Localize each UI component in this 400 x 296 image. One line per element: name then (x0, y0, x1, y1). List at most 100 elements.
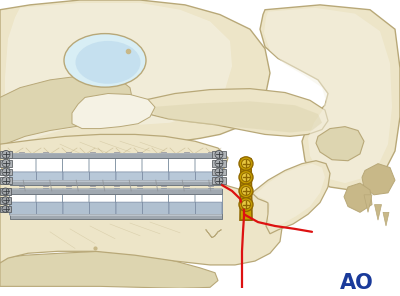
Bar (10, 153, 222, 158)
FancyBboxPatch shape (10, 172, 36, 184)
FancyBboxPatch shape (142, 155, 170, 184)
FancyBboxPatch shape (62, 189, 90, 215)
Bar (184, 152, 189, 186)
Bar (90, 188, 95, 219)
FancyBboxPatch shape (10, 202, 36, 215)
Circle shape (239, 170, 253, 184)
Circle shape (2, 205, 9, 212)
Bar (161, 188, 166, 219)
FancyBboxPatch shape (90, 202, 116, 215)
Circle shape (2, 197, 9, 204)
Circle shape (2, 188, 9, 195)
Bar (10, 153, 222, 155)
Bar (0, 168, 12, 175)
Polygon shape (0, 177, 282, 265)
FancyBboxPatch shape (142, 172, 169, 184)
Bar (19, 152, 24, 186)
Bar (10, 189, 222, 194)
Polygon shape (364, 195, 372, 212)
FancyBboxPatch shape (169, 202, 196, 215)
Text: AO: AO (340, 273, 374, 293)
FancyBboxPatch shape (36, 172, 63, 184)
Polygon shape (0, 76, 132, 146)
Bar (208, 188, 213, 219)
Ellipse shape (64, 34, 146, 87)
Polygon shape (240, 159, 252, 220)
Polygon shape (146, 89, 328, 136)
FancyBboxPatch shape (195, 189, 222, 215)
Bar (0, 188, 11, 195)
Polygon shape (316, 127, 364, 161)
Polygon shape (5, 3, 232, 148)
Circle shape (242, 159, 250, 168)
FancyBboxPatch shape (196, 172, 222, 184)
Polygon shape (0, 134, 228, 185)
Circle shape (239, 157, 253, 170)
Bar (19, 188, 24, 219)
Bar (10, 180, 222, 185)
Circle shape (242, 186, 250, 195)
Bar (0, 197, 11, 204)
Circle shape (215, 177, 223, 185)
Bar (212, 168, 226, 175)
Bar (208, 152, 213, 186)
FancyBboxPatch shape (63, 202, 90, 215)
FancyBboxPatch shape (36, 202, 63, 215)
FancyBboxPatch shape (142, 202, 169, 215)
FancyBboxPatch shape (116, 155, 143, 184)
Bar (43, 188, 48, 219)
Bar (90, 152, 95, 186)
Polygon shape (362, 164, 395, 195)
Bar (0, 160, 12, 167)
FancyBboxPatch shape (10, 189, 37, 215)
Ellipse shape (76, 41, 140, 84)
Polygon shape (0, 251, 218, 288)
Circle shape (215, 159, 223, 167)
Bar (161, 152, 166, 186)
Bar (114, 152, 118, 186)
FancyBboxPatch shape (62, 155, 90, 184)
Circle shape (239, 198, 253, 211)
Circle shape (215, 168, 223, 176)
Bar (212, 160, 226, 167)
Bar (0, 177, 12, 184)
FancyBboxPatch shape (116, 189, 143, 215)
Polygon shape (252, 161, 330, 234)
FancyBboxPatch shape (36, 155, 64, 184)
FancyBboxPatch shape (89, 189, 116, 215)
FancyBboxPatch shape (142, 189, 170, 215)
Circle shape (242, 200, 250, 209)
FancyBboxPatch shape (168, 155, 196, 184)
Polygon shape (264, 8, 392, 183)
Circle shape (2, 168, 10, 176)
FancyBboxPatch shape (195, 155, 222, 184)
Circle shape (215, 150, 223, 158)
Bar (212, 177, 226, 184)
Circle shape (2, 177, 10, 185)
Bar (10, 180, 222, 182)
Polygon shape (383, 212, 389, 226)
FancyBboxPatch shape (36, 189, 64, 215)
Bar (114, 188, 118, 219)
Bar (0, 205, 11, 212)
Bar (10, 214, 222, 219)
Bar (66, 152, 71, 186)
Bar (0, 151, 12, 158)
Bar (43, 152, 48, 186)
Bar (212, 151, 226, 158)
Polygon shape (150, 101, 322, 133)
FancyBboxPatch shape (90, 172, 116, 184)
Bar (10, 214, 222, 216)
Polygon shape (260, 5, 400, 190)
FancyBboxPatch shape (169, 172, 196, 184)
Circle shape (2, 150, 10, 158)
Circle shape (2, 159, 10, 167)
Polygon shape (344, 183, 372, 212)
FancyBboxPatch shape (10, 155, 37, 184)
Bar (66, 188, 71, 219)
FancyBboxPatch shape (63, 172, 90, 184)
Circle shape (239, 184, 253, 198)
FancyBboxPatch shape (89, 155, 116, 184)
Polygon shape (0, 0, 270, 164)
FancyBboxPatch shape (196, 202, 222, 215)
